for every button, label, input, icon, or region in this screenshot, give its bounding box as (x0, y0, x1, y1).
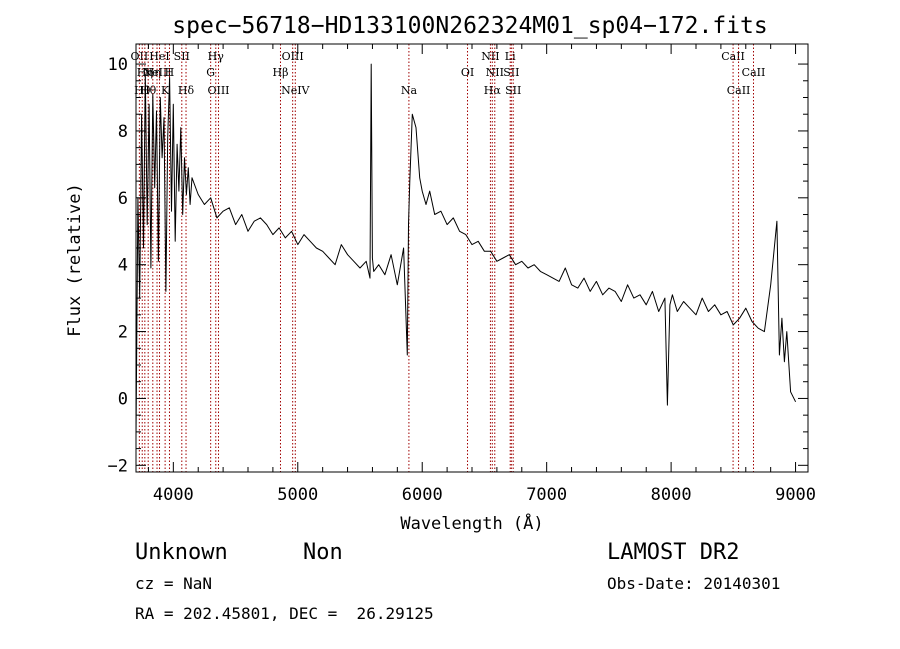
y-tick-label: 2 (118, 323, 128, 343)
spectral-line-label: Na (401, 84, 418, 97)
y-tick-label: 4 (118, 256, 128, 276)
spectral-line-label: OIII (282, 50, 304, 63)
axes-layer: 4000 5000 6000 7000 8000 9000 −2 0 2 4 6 8 10 (108, 44, 816, 505)
spectral-line-label: Hδ (178, 84, 195, 97)
object-class: Unknown (135, 540, 228, 565)
spectral-line-label: SII (503, 66, 519, 79)
x-tick-label: 6000 (402, 485, 443, 505)
y-tick-label: 6 (118, 189, 128, 209)
spectral-line-label: Hγ (208, 50, 225, 63)
redshift-readout: cz = NaN (135, 574, 213, 593)
survey-name: LAMOST DR2 (607, 540, 740, 565)
y-tick-label: 8 (118, 122, 128, 142)
spectral-line-label: K (161, 84, 170, 97)
spectral-line-label: OII (131, 50, 149, 63)
x-tick-label: 4000 (153, 485, 194, 505)
chart-title: spec−56718−HD133100N262324M01_sp04−172.f… (172, 13, 767, 39)
spectral-line-label: NII (481, 50, 499, 63)
y-tick-label: −2 (108, 456, 128, 476)
x-tick-label: 8000 (651, 485, 692, 505)
spectral-line-label: Hβ (273, 66, 289, 79)
spectral-line-label: H (165, 66, 175, 79)
x-tick-label: 7000 (526, 485, 567, 505)
spectral-line-label: CaII (742, 66, 766, 79)
object-subclass: Non (303, 540, 343, 565)
x-tick-label: 9000 (775, 485, 816, 505)
spectral-line-label: Hα (484, 84, 502, 97)
coordinates-readout: RA = 202.45801, DEC = 26.29125 (135, 604, 434, 623)
spectral-line-label: SII (505, 84, 521, 97)
spectral-line-label: NeIII (142, 66, 171, 79)
plot-frame (135, 43, 809, 473)
spectral-lines-layer: OIIHθHηHθHηNeIIIHeIKHSIIHδGHγOIIIHβOIIIN… (131, 44, 766, 472)
y-tick-label: 0 (118, 389, 128, 409)
spectral-line-label: G (206, 66, 215, 79)
spectral-line-label: Li (505, 50, 516, 63)
spectral-line-label: OI (461, 66, 474, 79)
y-tick-label: 10 (108, 55, 128, 75)
spectral-line-label: SII (174, 50, 190, 63)
data-layer (135, 63, 797, 439)
spectral-line-label: CaII (721, 50, 745, 63)
x-axis-label: Wavelength (Å) (400, 512, 543, 534)
spectral-line-label: NeIV (281, 84, 310, 97)
observation-date: Obs-Date: 20140301 (607, 574, 781, 593)
y-axis-label: Flux (relative) (65, 183, 85, 337)
spectral-line-label: HeI (149, 50, 169, 63)
spectral-line-label: OIII (207, 84, 229, 97)
spectrum-series-line (135, 63, 797, 439)
spectral-line-label: Hθ (134, 84, 151, 97)
spectral-line-label: NII (486, 66, 504, 79)
spectral-line-label: Hθ (140, 84, 157, 97)
spectral-line-label: Hη (137, 66, 153, 79)
spectral-line-label: CaII (727, 84, 751, 97)
x-tick-label: 5000 (277, 485, 318, 505)
